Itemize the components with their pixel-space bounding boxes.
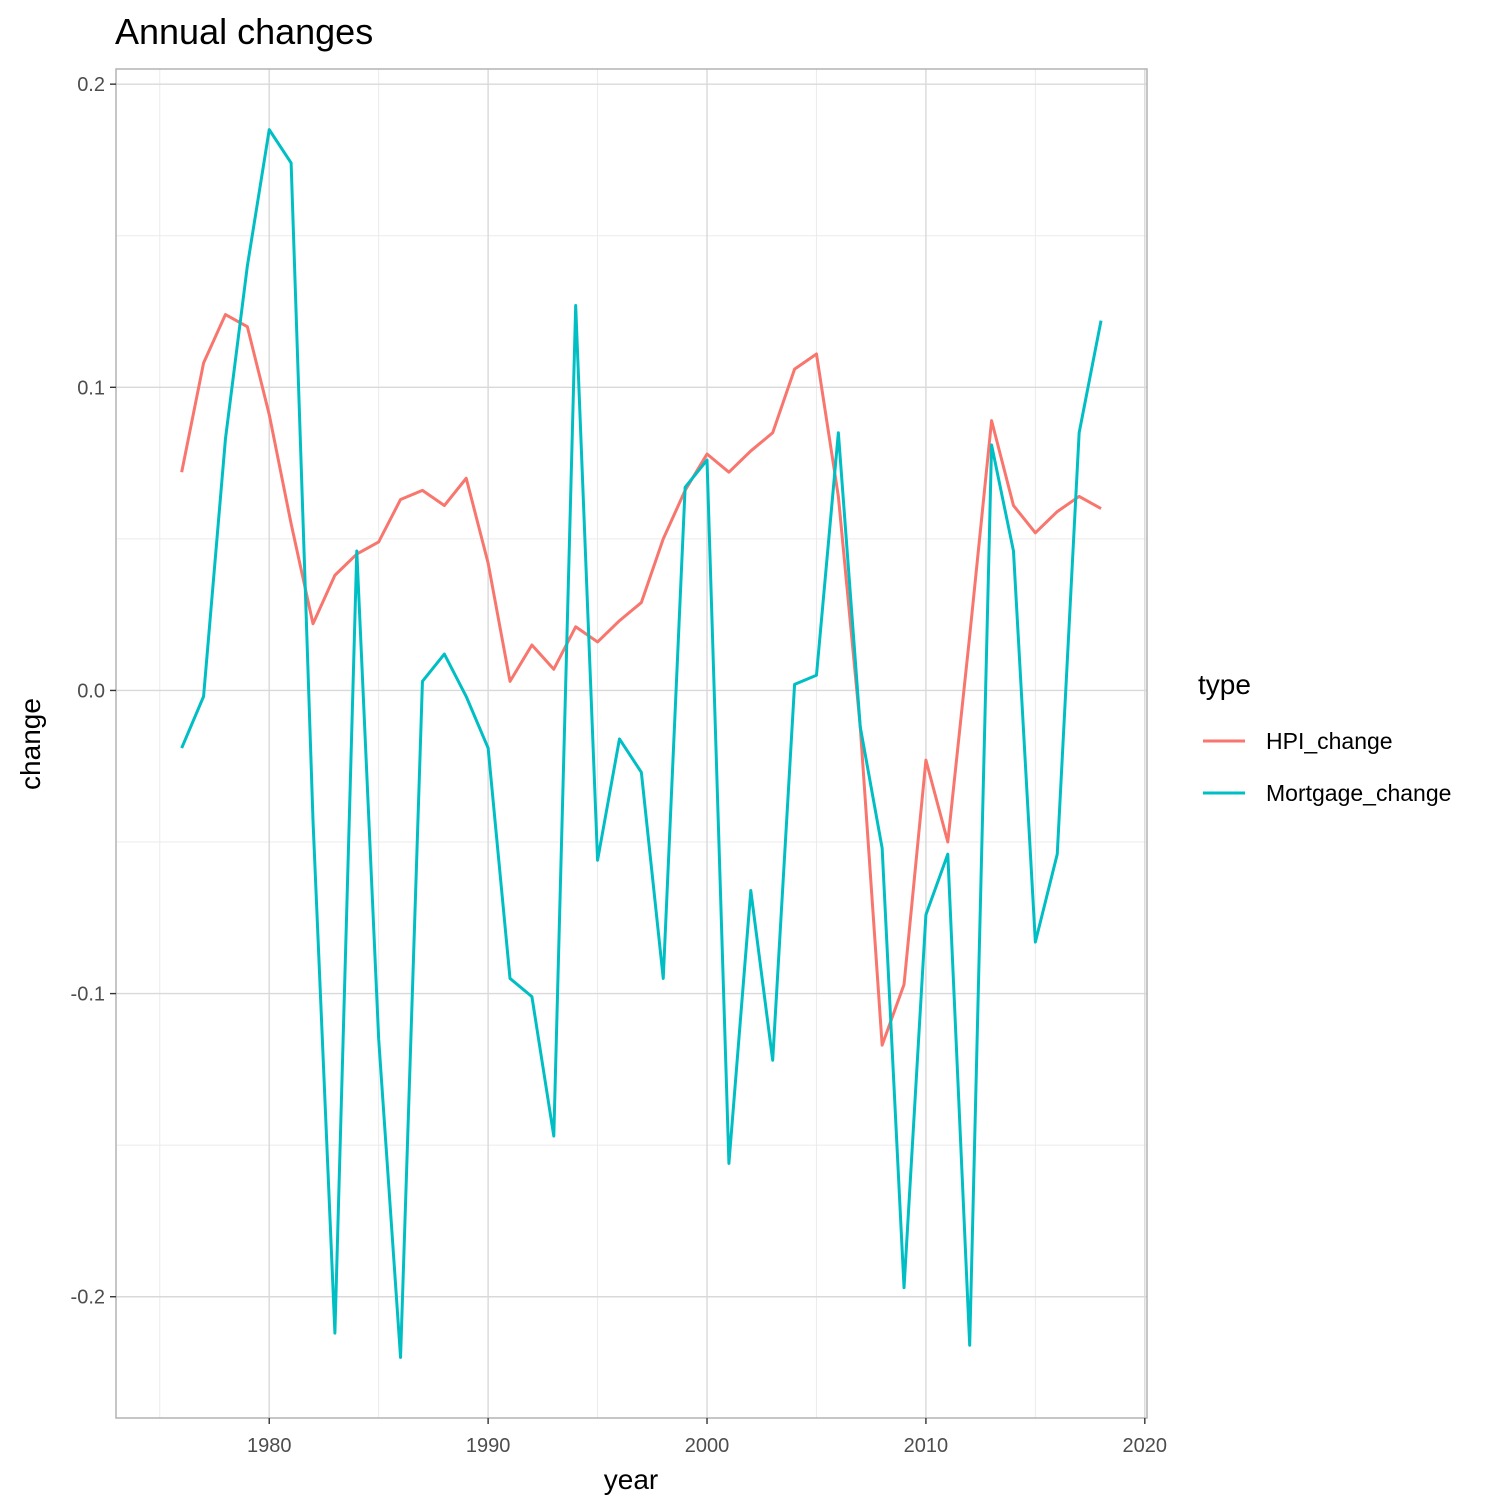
x-axis: 1980 1990 2000 2010 2020	[247, 1418, 1167, 1457]
y-tick-label: 0.1	[77, 377, 105, 399]
legend-label-mortgage-change: Mortgage_change	[1266, 780, 1451, 806]
legend: type HPI_change Mortgage_change	[1198, 669, 1451, 806]
legend-title: type	[1198, 669, 1251, 700]
series-line-hpi-change	[180, 313, 1102, 1047]
legend-label-hpi-change: HPI_change	[1266, 728, 1393, 754]
x-tick-label: 2020	[1123, 1435, 1168, 1457]
series-line-mortgage-change	[180, 128, 1103, 1359]
y-tick-label: 0.2	[77, 74, 105, 96]
grid-layer	[116, 69, 1147, 1418]
y-tick-label: -0.2	[71, 1287, 105, 1309]
x-tick-label: 1990	[466, 1435, 511, 1457]
y-axis-title: change	[15, 698, 46, 790]
y-axis: -0.2 -0.1 0.0 0.1 0.2	[71, 74, 116, 1309]
x-axis-title: year	[604, 1464, 658, 1495]
y-tick-label: 0.0	[77, 680, 105, 702]
panel-border	[115, 68, 1148, 1419]
chart-title: Annual changes	[115, 11, 373, 52]
legend-items: HPI_change Mortgage_change	[1203, 728, 1451, 806]
series-layer	[180, 128, 1103, 1359]
x-tick-label: 2010	[904, 1435, 949, 1457]
y-tick-label: -0.1	[71, 984, 105, 1006]
x-tick-label: 1980	[247, 1435, 292, 1457]
x-tick-label: 2000	[685, 1435, 730, 1457]
